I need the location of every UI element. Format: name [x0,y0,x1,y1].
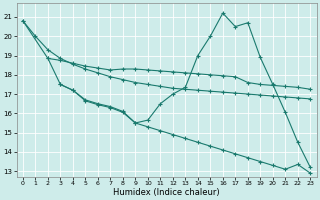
X-axis label: Humidex (Indice chaleur): Humidex (Indice chaleur) [113,188,220,197]
